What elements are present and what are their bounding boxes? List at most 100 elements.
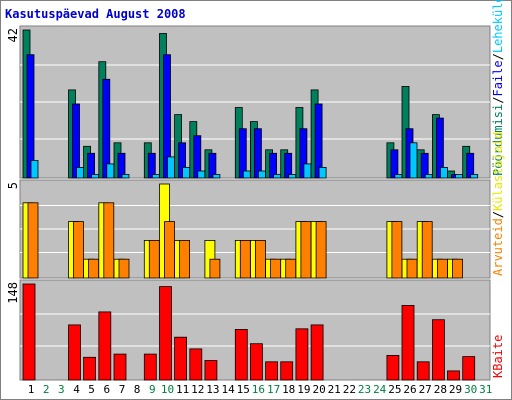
x-tick-label: 17 — [267, 383, 280, 396]
bar-hits-day-7 — [121, 174, 130, 179]
bar-kbytes-day-28 — [431, 319, 445, 381]
bar-visits-day-13 — [209, 258, 221, 279]
bar-hits-day-10 — [167, 156, 175, 179]
bar-visits-day-25 — [391, 221, 403, 279]
bar-files-day-5 — [87, 152, 95, 179]
chart-title: Kasutuspäevad August 2008 — [5, 7, 186, 21]
bar-files-day-30 — [466, 152, 475, 179]
legend-top: Pöördumisi/Faile/Lehekülgi — [491, 0, 505, 176]
bar-kbytes-day-11 — [174, 336, 188, 381]
x-tick-label: 21 — [328, 383, 341, 396]
bar-hits-day-29 — [455, 174, 463, 179]
bar-visits-day-1 — [27, 202, 39, 279]
bar-files-day-25 — [390, 149, 399, 179]
bar-files-day-1 — [26, 54, 35, 179]
bottom-panel: 148 — [6, 279, 491, 381]
bar-hits-day-12 — [197, 170, 206, 179]
x-tick-label: 5 — [88, 383, 95, 396]
bar-files-day-27 — [420, 152, 429, 179]
x-tick-label: 26 — [403, 383, 416, 396]
bar-kbytes-day-7 — [113, 353, 127, 381]
bar-hits-day-17 — [273, 174, 282, 179]
bar-kbytes-day-12 — [189, 348, 203, 381]
bar-visits-day-17 — [270, 258, 282, 279]
x-tick-label: 23 — [358, 383, 371, 396]
bar-files-day-12 — [193, 135, 202, 179]
top-ymax-label: 42 — [6, 28, 20, 42]
bar-kbytes-day-30 — [462, 356, 476, 381]
bar-kbytes-day-29 — [447, 370, 460, 381]
bar-files-day-11 — [178, 142, 187, 179]
x-tick-label: 13 — [206, 383, 219, 396]
bar-kbytes-day-10 — [159, 286, 172, 381]
x-tick-label: 27 — [419, 383, 432, 396]
bar-hits-day-19 — [303, 163, 312, 179]
middle-ymax-label: 5 — [6, 182, 20, 189]
bar-files-day-28 — [435, 117, 444, 179]
bar-files-day-6 — [102, 78, 111, 179]
bar-kbytes-day-6 — [98, 311, 112, 381]
legend-middle: Arvuteid/Külastajaid — [491, 131, 505, 276]
bar-visits-day-18 — [285, 258, 297, 279]
bar-visits-day-26 — [406, 258, 418, 279]
bar-kbytes-day-25 — [386, 354, 400, 381]
bar-hits-day-4 — [76, 166, 84, 179]
x-tick-label: 11 — [176, 383, 189, 396]
bar-visits-day-27 — [421, 221, 433, 279]
bar-kbytes-day-20 — [310, 324, 324, 381]
x-tick-label: 1 — [28, 383, 35, 396]
bar-visits-day-29 — [452, 258, 463, 279]
bar-files-day-7 — [117, 152, 126, 179]
x-tick-label: 4 — [73, 383, 80, 396]
bar-kbytes-day-26 — [401, 304, 415, 381]
bar-kbytes-day-16 — [249, 343, 263, 381]
legend-separator: / — [491, 211, 505, 218]
x-axis-labels: 1 2 3 4 5 6 7 8 9 10 11 12 13 14 15 16 17 18 19 20 21 22 23 24 2… — [28, 383, 493, 396]
bar-files-day-15 — [238, 128, 247, 179]
x-tick-label: 7 — [119, 383, 126, 396]
bar-hits-day-15 — [242, 170, 251, 179]
x-tick-label: 20 — [312, 383, 325, 396]
bar-visits-day-20 — [315, 221, 327, 279]
bar-kbytes-day-27 — [416, 361, 430, 381]
legend-pagecounts: Pöördumisi — [491, 104, 505, 176]
x-tick-label: 10 — [161, 383, 174, 396]
top-panel: 42 — [6, 25, 491, 179]
x-tick-label: 9 — [149, 383, 156, 396]
bar-files-day-4 — [72, 103, 80, 179]
x-tick-label: 8 — [134, 383, 141, 396]
bar-hits-day-27 — [424, 174, 433, 179]
panels-group: 42 5 148 — [6, 25, 491, 381]
bar-visits-day-10 — [164, 221, 175, 279]
bar-visits-day-15 — [239, 239, 251, 279]
x-tick-label: 28 — [434, 383, 447, 396]
x-tick-label: 6 — [103, 383, 110, 396]
x-tick-label: 15 — [237, 383, 250, 396]
bar-files-day-10 — [163, 54, 171, 179]
bar-kbytes-day-9 — [143, 353, 157, 381]
bar-kbytes-day-18 — [280, 361, 294, 381]
bar-kbytes-day-13 — [204, 360, 218, 381]
bar-hits-day-25 — [394, 174, 403, 179]
bar-hits-day-6 — [106, 163, 115, 179]
bar-visits-day-9 — [148, 239, 160, 279]
middle-panel: 5 — [6, 179, 491, 279]
bar-visits-day-16 — [254, 239, 266, 279]
bar-files-day-20 — [314, 103, 323, 179]
bar-hits-day-26 — [409, 142, 418, 179]
bar-kbytes-day-17 — [265, 361, 279, 381]
legend-files: Faile — [491, 60, 505, 96]
legend-separator: / — [491, 53, 505, 60]
x-tick-label: 18 — [282, 383, 295, 396]
x-tick-label: 29 — [449, 383, 462, 396]
bar-hits-day-1 — [30, 159, 39, 179]
bar-visits-day-7 — [118, 258, 130, 279]
x-tick-label: 31 — [479, 383, 492, 396]
bar-hits-day-20 — [318, 166, 327, 179]
bar-files-day-19 — [299, 128, 308, 179]
bar-files-day-18 — [284, 152, 293, 179]
bar-visits-day-11 — [179, 239, 191, 279]
bar-visits-day-4 — [73, 221, 84, 279]
bar-kbytes-day-4 — [68, 324, 81, 381]
bar-hits-day-13 — [212, 174, 221, 179]
